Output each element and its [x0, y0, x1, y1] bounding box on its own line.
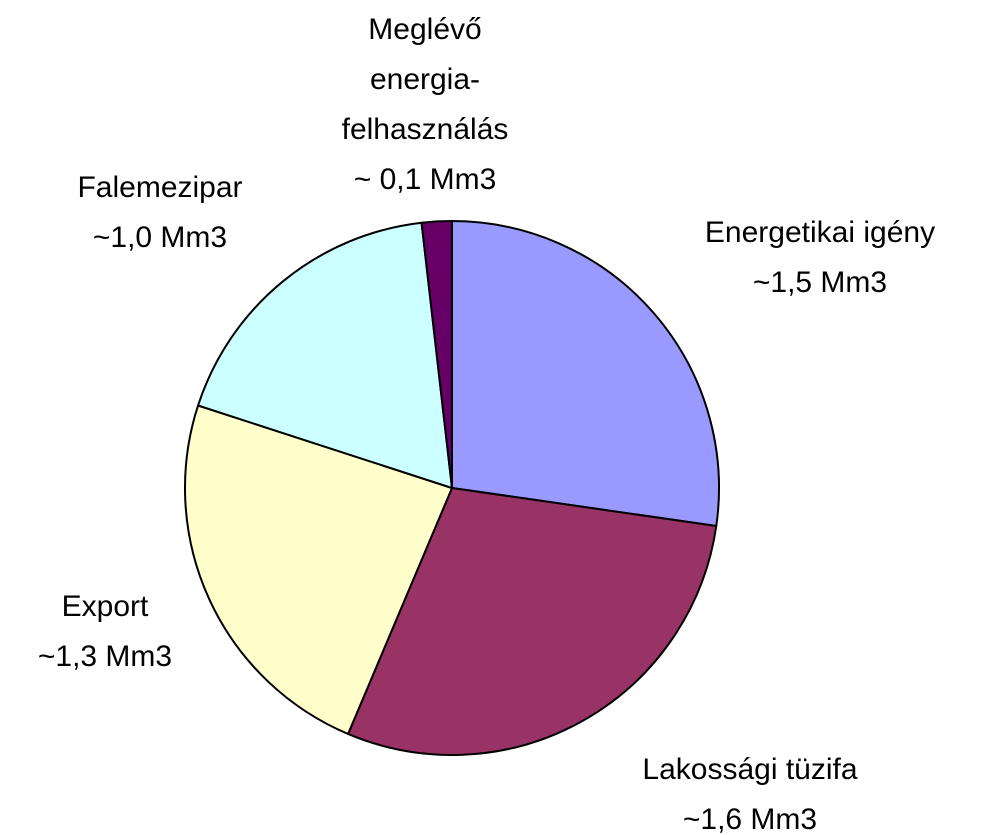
- category-label: Export: [61, 590, 149, 623]
- pie-slice: [184, 404, 453, 735]
- pie-slice: [451, 220, 720, 527]
- slice-label: Export ~1,3 Mm3: [0, 582, 265, 682]
- value-label: ~1,0 Mm3: [92, 221, 228, 254]
- slice-label: Falemezipar ~1,0 Mm3: [0, 163, 320, 263]
- slice-label: Energetikai igény ~1,5 Mm3: [660, 208, 980, 308]
- category-label: Falemezipar: [77, 171, 243, 204]
- slice-label: Meglévő energia-felhasználás ~ 0,1 Mm3: [265, 5, 585, 205]
- value-label: ~1,6 Mm3: [682, 803, 818, 835]
- pie-slice: [420, 220, 453, 489]
- value-label: ~ 0,1 Mm3: [353, 163, 497, 196]
- value-label: ~1,3 Mm3: [37, 640, 173, 673]
- value-label: ~1,5 Mm3: [752, 266, 888, 299]
- category-label: Energetikai igény: [704, 216, 936, 249]
- category-label: Meglévő energia-felhasználás: [341, 13, 509, 146]
- slice-label: Lakossági tüzifa ~1,6 Mm3: [590, 745, 910, 835]
- category-label: Lakossági tüzifa: [642, 753, 858, 786]
- pie-slice: [347, 487, 718, 756]
- pie-slice: [197, 221, 453, 489]
